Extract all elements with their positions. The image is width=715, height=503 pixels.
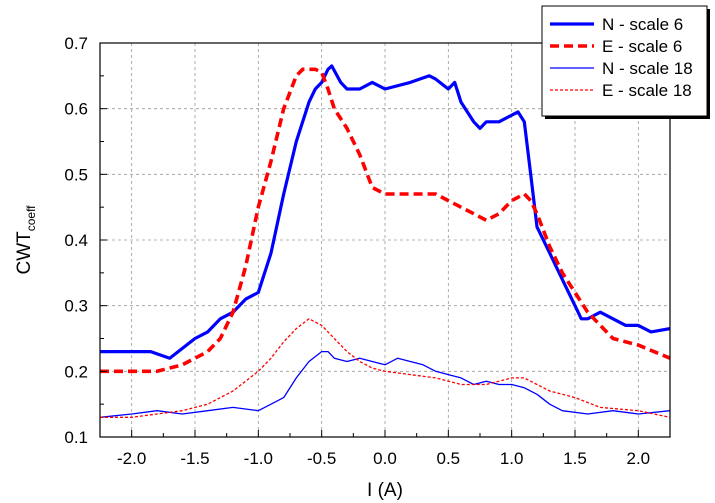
x-tick-label: 0.0 xyxy=(373,449,397,468)
y-axis-title: CWTcoeff xyxy=(14,205,38,275)
x-tick-label: -0.5 xyxy=(307,449,336,468)
ticks: -2.0 -1.5 -1.0 -0.5 0.0 0.5 1.0 1.5 2.0 0.1 0.2 0.3… xyxy=(64,34,650,468)
y-axis-title-sub: coeff xyxy=(24,205,38,231)
series-line-1 xyxy=(100,64,670,360)
y-tick-label: 0.4 xyxy=(64,231,88,250)
x-axis-title: I (A) xyxy=(367,480,403,501)
legend-label: N - scale 6 xyxy=(602,15,683,34)
y-tick-label: 0.5 xyxy=(64,165,88,184)
legend-label: E - scale 18 xyxy=(602,81,692,100)
series-line-2 xyxy=(100,67,670,374)
x-tick-label: -1.0 xyxy=(244,449,273,468)
y-tick-label: 0.6 xyxy=(64,100,88,119)
y-tick-label: 0.2 xyxy=(64,362,88,381)
x-tick-label: 0.5 xyxy=(437,449,461,468)
x-tick-label: -1.5 xyxy=(180,449,209,468)
x-tick-label: 2.0 xyxy=(627,449,651,468)
x-tick-label: 1.5 xyxy=(563,449,587,468)
y-tick-label: 0.1 xyxy=(64,428,88,447)
series-line-3 xyxy=(100,350,670,418)
x-tick-label: 1.0 xyxy=(500,449,524,468)
y-tick-label: 0.3 xyxy=(64,297,88,316)
series-line-4 xyxy=(100,318,670,418)
legend-label: N - scale 18 xyxy=(602,59,693,78)
y-tick-label: 0.7 xyxy=(64,34,88,53)
y-axis-title-main: CWT xyxy=(14,231,35,275)
legend-label: E - scale 6 xyxy=(602,37,682,56)
series-layer xyxy=(100,64,670,418)
legend: N - scale 6 E - scale 6 N - scale 18 E - sc… xyxy=(541,5,710,119)
x-tick-label: -2.0 xyxy=(117,449,146,468)
